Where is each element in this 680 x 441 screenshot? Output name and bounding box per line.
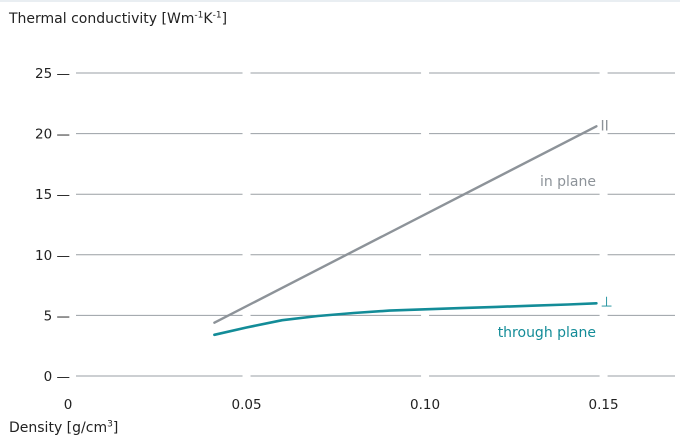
x-tick-label: 0.05 (231, 397, 261, 413)
y-tick-label: 25 — (35, 66, 70, 82)
series-symbol-in-plane: II (600, 118, 608, 134)
grid-gap (421, 70, 430, 379)
series-label-in-plane: in plane (540, 174, 596, 190)
grid-gap (242, 70, 251, 379)
y-tick-label: 5 — (44, 308, 70, 324)
x-tick-label: 0.15 (589, 397, 619, 413)
grid-gap (599, 70, 608, 379)
y-tick-label: 15 — (35, 187, 70, 203)
series-line-in-plane (213, 125, 598, 324)
y-axis-label: Thermal conductivity [Wm-1K-1] (9, 10, 228, 27)
series-line-through-plane (213, 302, 598, 337)
x-tick-label: 0 (64, 397, 73, 413)
y-tick-label: 0 — (44, 369, 70, 385)
x-axis-label: Density [g/cm3] (9, 419, 119, 436)
top-divider (0, 0, 680, 2)
series-symbol-through-plane: ⊥ (600, 294, 612, 310)
y-tick-label: 10 — (35, 248, 70, 264)
series-label-through-plane: through plane (498, 325, 596, 341)
y-tick-label: 20 — (35, 127, 70, 143)
x-tick-label: 0.10 (410, 397, 440, 413)
